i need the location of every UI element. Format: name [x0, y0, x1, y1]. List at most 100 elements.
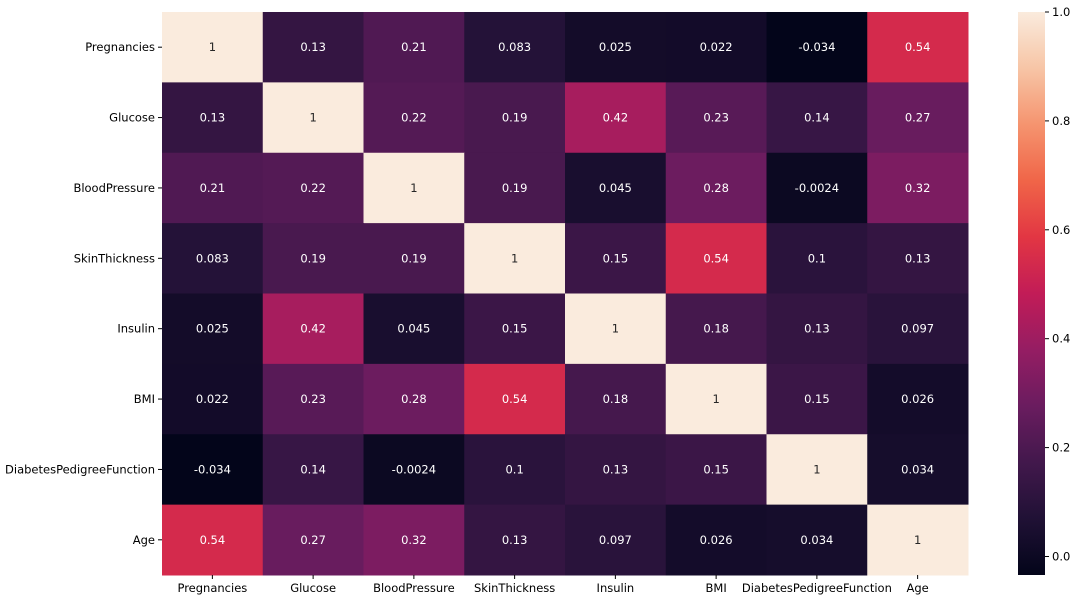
cell-annotation: 0.15	[603, 251, 629, 265]
cell-annotation: 1	[309, 111, 316, 125]
cell-annotation: 0.15	[502, 322, 528, 336]
cell-annotation: 0.026	[700, 533, 733, 547]
cell-annotation: 0.21	[200, 181, 226, 195]
heatmap-cell	[665, 12, 767, 83]
cell-annotation: -0.034	[194, 462, 231, 476]
cell-annotation: 0.23	[703, 111, 729, 125]
heatmap-cell	[867, 434, 969, 506]
cell-annotation: 0.23	[300, 392, 326, 406]
cell-annotation: 0.097	[901, 322, 934, 336]
heatmap-cell	[262, 504, 364, 576]
heatmap-cell	[363, 12, 465, 83]
x-tick-label: BloodPressure	[373, 581, 455, 595]
heatmap-cell	[867, 223, 969, 294]
heatmap-cell	[162, 293, 264, 365]
heatmap-cell	[665, 434, 767, 506]
x-tick-label: SkinThickness	[474, 581, 555, 595]
y-tick-label: Pregnancies	[85, 40, 155, 54]
heatmap-cell	[464, 152, 566, 224]
heatmap-cell	[464, 504, 566, 576]
y-axis: Pregnancies Glucose BloodPressure SkinThick…	[5, 40, 162, 547]
heatmap-cell	[565, 82, 667, 154]
cell-annotation: 0.19	[300, 251, 326, 265]
heatmap-cell	[565, 434, 667, 506]
cell-annotation: 0.19	[401, 251, 427, 265]
heatmap-cells	[162, 12, 969, 576]
cell-annotation: 0.034	[800, 533, 833, 547]
heatmap-cell	[262, 363, 364, 435]
heatmap-cell	[665, 363, 767, 435]
heatmap-cell	[162, 434, 264, 506]
cell-annotation: 0.14	[300, 462, 326, 476]
heatmap-cell	[162, 12, 264, 83]
colorbar-ticks: 0.0 0.2 0.4 0.6 0.8 1.0	[1045, 5, 1070, 563]
heatmap-annotations: 1 0.13 0.21 0.083 0.025 0.022 -0.034 0.54 0.13 1 0…	[194, 40, 934, 547]
heatmap-cell	[867, 152, 969, 224]
cell-annotation: 0.28	[703, 181, 729, 195]
x-tick-label: Glucose	[290, 581, 336, 595]
cell-annotation: 0.54	[905, 40, 931, 54]
cell-annotation: -0.034	[798, 40, 835, 54]
x-tick-label: Insulin	[597, 581, 635, 595]
y-tick-label: Insulin	[117, 322, 155, 336]
heatmap-cell	[363, 504, 465, 576]
heatmap-cell	[464, 223, 566, 294]
y-tick-label: SkinThickness	[74, 251, 155, 265]
cell-annotation: 0.54	[703, 251, 729, 265]
heatmap-cell	[766, 152, 868, 224]
cell-annotation: 0.54	[502, 392, 528, 406]
x-tick-label: Age	[907, 581, 929, 595]
heatmap-cell	[162, 363, 264, 435]
y-tick-label: BloodPressure	[73, 181, 155, 195]
cell-annotation: 0.14	[804, 111, 830, 125]
cell-annotation: 0.28	[401, 392, 427, 406]
cell-annotation: 0.034	[901, 462, 934, 476]
cell-annotation: 0.18	[703, 322, 729, 336]
heatmap-cell	[262, 82, 364, 154]
cell-annotation: 0.026	[901, 392, 934, 406]
heatmap-cell	[162, 152, 264, 224]
cell-annotation: 0.13	[200, 111, 226, 125]
cell-annotation: 0.083	[498, 40, 531, 54]
heatmap-cell	[665, 293, 767, 365]
heatmap-cell	[766, 434, 868, 506]
cell-annotation: 0.13	[300, 40, 326, 54]
heatmap-cell	[464, 363, 566, 435]
colorbar-tick-label: 0.8	[1052, 114, 1070, 128]
heatmap-cell	[867, 363, 969, 435]
cell-annotation: 1	[813, 462, 820, 476]
cell-annotation: 1	[612, 322, 619, 336]
colorbar-tick-label: 0.4	[1052, 332, 1070, 346]
heatmap-cell	[565, 293, 667, 365]
cell-annotation: 0.42	[603, 111, 629, 125]
heatmap-cell	[363, 152, 465, 224]
cell-annotation: 0.13	[804, 322, 830, 336]
heatmap-cell	[565, 363, 667, 435]
colorbar-tick-label: 0.6	[1052, 223, 1070, 237]
cell-annotation: 0.097	[599, 533, 632, 547]
cell-annotation: 0.025	[599, 40, 632, 54]
cell-annotation: 0.15	[703, 462, 729, 476]
cell-annotation: 1	[209, 40, 216, 54]
x-tick-label: DiabetesPedigreeFunction	[742, 581, 892, 595]
colorbar-tick-label: 1.0	[1052, 5, 1070, 19]
heatmap-cell	[262, 152, 364, 224]
cell-annotation: 0.15	[804, 392, 830, 406]
heatmap-cell	[867, 504, 969, 576]
cell-annotation: 0.045	[599, 181, 632, 195]
heatmap-cell	[867, 82, 969, 154]
heatmap-cell	[162, 223, 264, 294]
heatmap-cell	[766, 12, 868, 83]
cell-annotation: 0.1	[505, 462, 523, 476]
heatmap-cell	[665, 504, 767, 576]
cell-annotation: 0.19	[502, 111, 528, 125]
heatmap-cell	[162, 82, 264, 154]
heatmap-cell	[262, 434, 364, 506]
y-tick-label: Glucose	[109, 111, 155, 125]
cell-annotation: 1	[712, 392, 719, 406]
colorbar-tick-label: 0.0	[1052, 549, 1070, 563]
cell-annotation: -0.0024	[392, 462, 436, 476]
cell-annotation: 0.22	[300, 181, 326, 195]
cell-annotation: 1	[914, 533, 921, 547]
cell-annotation: 0.32	[905, 181, 931, 195]
